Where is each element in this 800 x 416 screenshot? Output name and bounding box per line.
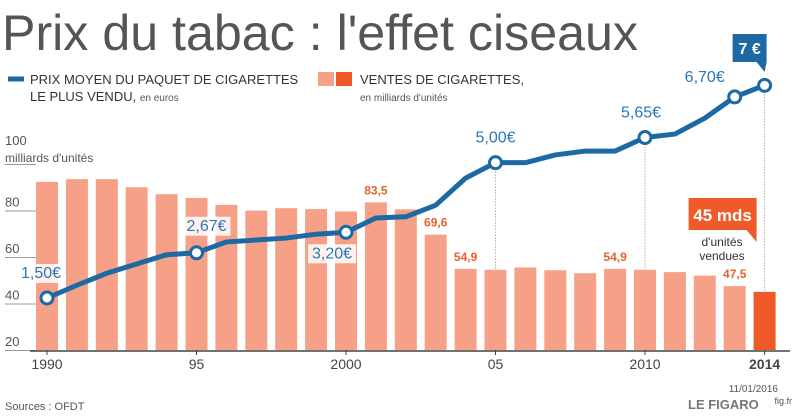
source: Sources : OFDT (5, 401, 85, 413)
legend-text: en milliards d'unités (360, 93, 448, 104)
price-point (637, 130, 653, 146)
line-value-label: 5,00€ (475, 130, 515, 147)
y-tick-label: 80 (5, 195, 19, 210)
y-tick-label: 100 (5, 133, 27, 148)
callout-box (688, 198, 757, 230)
bar-value-label: 45 mds (693, 206, 752, 225)
bar (155, 194, 178, 350)
legend-text: LE PLUS VENDU, (30, 89, 136, 104)
bar (275, 208, 298, 350)
bar (484, 269, 507, 350)
legend-text: VENTES DE CIGARETTES, (360, 72, 524, 87)
line-value-label: 5,65€ (621, 105, 661, 122)
bar-value-label: 47,5 (723, 267, 747, 281)
x-tick-label: 2014 (749, 356, 780, 372)
label-bg (617, 103, 665, 123)
y-tick-label: 60 (5, 241, 19, 256)
y-axis-label: milliards d'unités (5, 151, 93, 165)
date: 11/01/2016 (729, 384, 779, 395)
bar (394, 209, 417, 350)
y-tick-label: 20 (5, 334, 19, 349)
legend-text: LE PLUS VENDU, en euros (30, 89, 179, 104)
bar-value-label: 54,9 (603, 250, 627, 264)
chart-title: Prix du tabac : l'effet ciseaux (2, 5, 638, 61)
line-value-label: 6,70€ (685, 69, 725, 86)
callout-pointer (756, 62, 767, 72)
x-tick-label: 05 (488, 356, 504, 372)
x-tick-label: 2010 (629, 356, 660, 372)
bar-value-label: 54,9 (454, 250, 478, 264)
bar (574, 273, 597, 350)
bar (364, 202, 387, 350)
x-tick-label: 2000 (330, 356, 361, 372)
bar (693, 275, 716, 350)
bar (634, 269, 656, 350)
callout-pointer (746, 230, 757, 242)
bar (95, 179, 118, 350)
price-point (488, 155, 503, 171)
bar (424, 234, 447, 350)
legend-bar-swatch (336, 72, 352, 86)
bar (544, 270, 567, 350)
line-value-label: 1,50€ (21, 265, 61, 282)
label-bg (680, 67, 729, 87)
label-bg (471, 128, 520, 148)
bar (454, 268, 477, 350)
bar (185, 197, 208, 350)
x-tick-label: 95 (189, 356, 205, 372)
label-bg (182, 216, 231, 236)
legend-bar-swatch (318, 72, 334, 86)
bar (305, 209, 328, 350)
line-value-label: 2,67€ (186, 218, 226, 235)
price-point (757, 77, 773, 93)
bar (245, 210, 268, 350)
price-point (727, 89, 743, 105)
price-point (39, 290, 55, 306)
y-tick-label: 40 (5, 288, 19, 303)
annotation: d'unités (702, 235, 743, 249)
bar (604, 268, 627, 350)
line-value-label: 3,20€ (312, 245, 352, 262)
label-bg (17, 264, 65, 283)
price-point (189, 245, 204, 261)
callout-box (732, 34, 767, 62)
price-point (338, 224, 354, 240)
publisher-logo: LE FIGARO (688, 397, 759, 412)
bar (65, 179, 88, 350)
bar (514, 267, 537, 350)
bar-value-label: 69,6 (424, 216, 448, 230)
line-value-label: 7 € (738, 41, 760, 58)
bar-value-label: 83,5 (364, 183, 388, 197)
x-tick-label: 1990 (31, 356, 62, 372)
legend-text: en euros (140, 93, 179, 104)
bar (753, 291, 776, 350)
annotation: vendues (699, 249, 744, 263)
site: fig.fr (774, 396, 792, 406)
legend-text: PRIX MOYEN DU PAQUET DE CIGARETTES (30, 72, 299, 87)
label-bg (308, 244, 356, 264)
bar (663, 272, 686, 350)
bar (723, 286, 746, 350)
bar (125, 187, 148, 350)
